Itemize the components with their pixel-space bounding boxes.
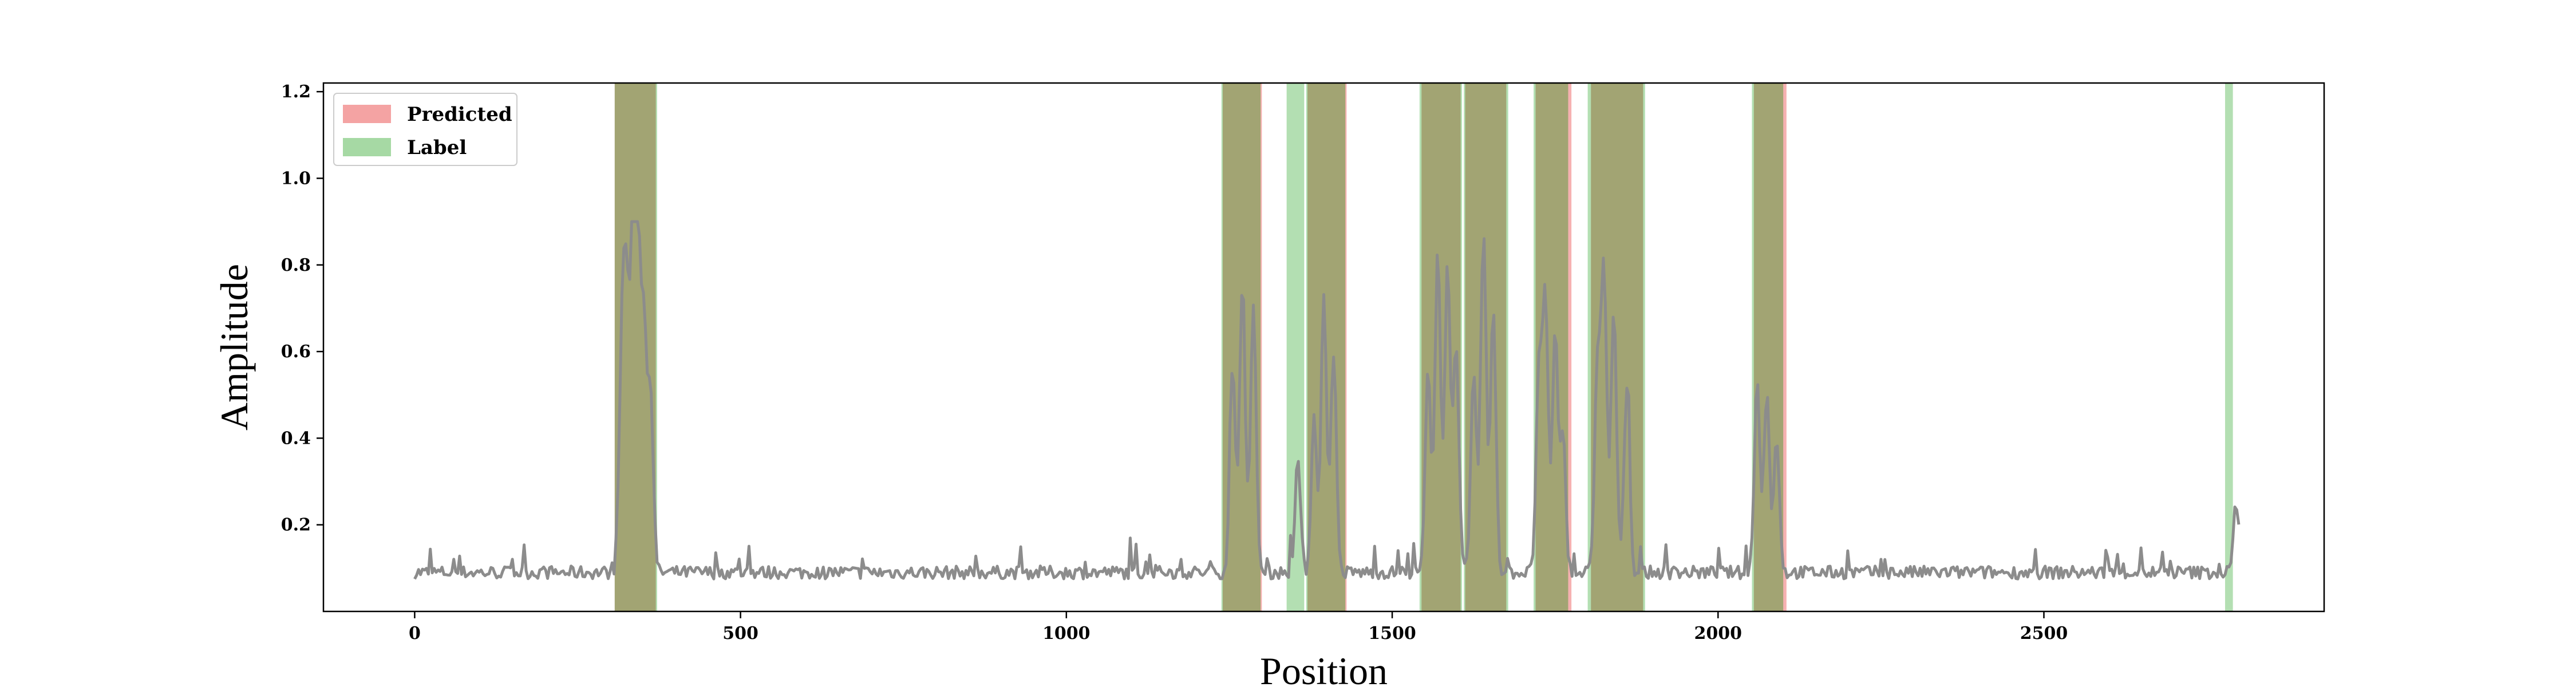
y-tick-label: 0.6 [281, 342, 311, 362]
legend: Predicted Label [333, 93, 517, 166]
label-region [2225, 83, 2233, 611]
y-tick-label: 1.2 [281, 82, 311, 102]
y-axis-title: Amplitude [212, 264, 256, 431]
series-layer [413, 220, 2241, 581]
x-tick-label: 0 [409, 623, 421, 643]
overlap-region [1753, 83, 1784, 611]
legend-swatch-predicted [343, 105, 391, 123]
y-tick-label: 0.2 [281, 515, 311, 535]
x-tick-label: 2500 [2020, 623, 2068, 643]
y-tick-label: 0.4 [281, 428, 311, 448]
legend-label-label: Label [407, 136, 467, 159]
y-tick-label: 1.0 [281, 168, 311, 188]
y-axis-ticks: 0.2 0.4 0.6 0.8 1.0 1.2 [281, 82, 323, 535]
x-tick-label: 2000 [1694, 623, 1743, 643]
legend-swatch-label [343, 138, 391, 156]
legend-label-predicted: Predicted [407, 103, 512, 126]
x-axis-title: Position [1260, 649, 1388, 687]
x-tick-label: 500 [722, 623, 758, 643]
overlap-region [1591, 83, 1643, 611]
x-tick-label: 1000 [1042, 623, 1091, 643]
x-axis-ticks: 0 500 1000 1500 2000 2500 [409, 611, 2068, 643]
plot-frame [322, 82, 2325, 613]
amplitude-line [413, 220, 2241, 581]
y-tick-label: 0.8 [281, 255, 311, 275]
x-tick-label: 1500 [1368, 623, 1416, 643]
